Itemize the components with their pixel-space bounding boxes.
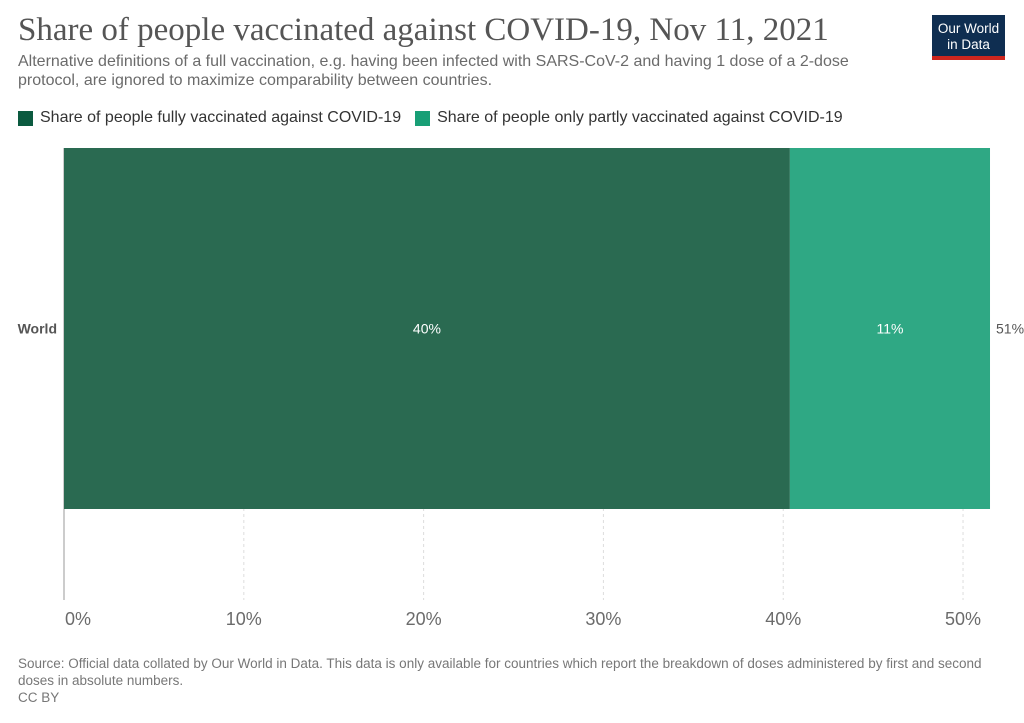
owid-logo[interactable]: Our World in Data <box>932 15 1005 60</box>
x-tick-label: 10% <box>226 609 262 629</box>
chart-title: Share of people vaccinated against COVID… <box>18 12 829 48</box>
data-label: 40% <box>413 321 441 337</box>
x-tick-label: 0% <box>65 609 91 629</box>
category-label: World <box>18 321 57 337</box>
x-tick-label: 40% <box>765 609 801 629</box>
total-label: 51% <box>996 321 1024 337</box>
source-text: Source: Official data collated by Our Wo… <box>18 656 982 688</box>
x-tick-label: 20% <box>406 609 442 629</box>
logo-line-1: Our World <box>937 21 1000 36</box>
legend-label-partly: Share of people only partly vaccinated a… <box>437 109 843 126</box>
source-note: Source: Official data collated by Our Wo… <box>18 655 998 706</box>
labels: 40% 11% 51% World 0% 10% 20% 30% 40% 50% <box>18 321 1024 630</box>
legend-item-fully[interactable]: Share of people fully vaccinated against… <box>18 109 401 127</box>
x-tick-label: 50% <box>945 609 981 629</box>
legend-swatch-fully <box>18 110 33 126</box>
bar-segment-fully <box>64 148 790 509</box>
x-tick-label: 30% <box>585 609 621 629</box>
legend-item-partly[interactable]: Share of people only partly vaccinated a… <box>415 109 843 127</box>
bar-segment-partly <box>789 148 991 509</box>
bars <box>64 148 991 509</box>
logo-line-2: in Data <box>947 37 990 52</box>
data-label: 11% <box>876 321 903 337</box>
license-text: CC BY <box>18 690 60 705</box>
legend-label-fully: Share of people fully vaccinated against… <box>40 109 402 126</box>
chart-subtitle: Alternative definitions of a full vaccin… <box>18 53 849 89</box>
legend-swatch-partly <box>415 110 431 126</box>
legend: Share of people fully vaccinated against… <box>18 109 857 127</box>
